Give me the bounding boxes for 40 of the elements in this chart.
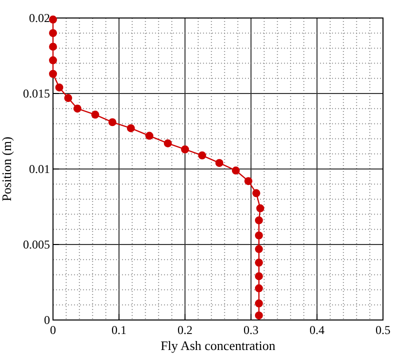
- point: [254, 231, 263, 240]
- point: [198, 151, 206, 160]
- point: [254, 284, 263, 292]
- x-tick-label: 0.5: [376, 322, 390, 337]
- point: [256, 204, 264, 212]
- point: [254, 311, 263, 320]
- point: [126, 124, 135, 132]
- point: [91, 110, 100, 119]
- point: [254, 216, 263, 224]
- y-tick-label: 0: [44, 312, 50, 327]
- point: [254, 299, 263, 308]
- point: [254, 258, 263, 267]
- y-tick-label: 0.01: [29, 162, 50, 176]
- point: [49, 16, 57, 24]
- point: [145, 132, 154, 140]
- point: [164, 139, 172, 148]
- x-tick-label: 0.3: [244, 322, 258, 337]
- x-axis-title: Fly Ash concentration: [160, 338, 276, 353]
- point: [64, 94, 72, 102]
- point: [49, 42, 57, 51]
- point: [215, 158, 224, 167]
- point: [49, 29, 57, 38]
- y-tick-label: 0.02: [29, 10, 50, 25]
- y-tick-label: 0.005: [23, 237, 50, 252]
- point: [252, 189, 260, 198]
- point: [254, 245, 263, 254]
- x-tick-label: 0.1: [112, 322, 126, 337]
- point: [232, 166, 240, 174]
- point: [55, 83, 64, 92]
- point: [181, 145, 189, 154]
- point: [73, 104, 82, 113]
- y-tick-label: 0.015: [23, 86, 50, 100]
- point: [108, 118, 116, 126]
- point: [244, 177, 252, 186]
- x-tick-label: 0.2: [178, 322, 192, 337]
- point: [49, 70, 57, 78]
- y-axis-title: Position (m): [0, 136, 14, 202]
- x-tick-label: 0.4: [310, 322, 324, 337]
- point: [49, 56, 57, 64]
- point: [254, 272, 263, 280]
